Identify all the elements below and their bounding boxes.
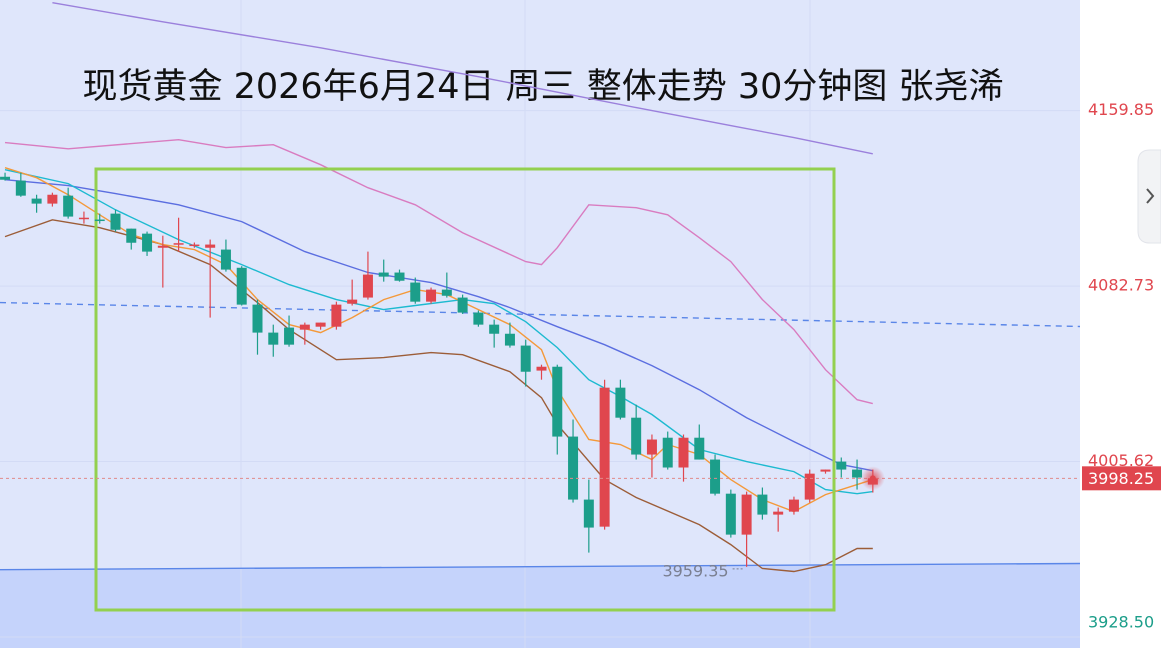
candle-body	[631, 417, 642, 455]
indicator-line	[4, 219, 873, 573]
candle-body	[725, 493, 736, 535]
candle-body	[473, 312, 484, 325]
candle-body	[126, 228, 137, 243]
candle-body	[205, 244, 216, 248]
candle-body	[788, 499, 799, 512]
candle-body	[583, 499, 594, 528]
trend-line	[0, 301, 1081, 328]
indicator-line	[4, 138, 873, 405]
candle-body	[252, 304, 263, 333]
candle-body	[741, 494, 752, 535]
candle-body	[568, 436, 579, 500]
candle-body	[299, 324, 310, 330]
collapse-button[interactable]	[1137, 149, 1161, 244]
last-price-label: 3998.25	[1088, 469, 1154, 488]
candle-body	[599, 387, 610, 527]
candle-body	[47, 194, 58, 204]
last-price-dot	[869, 475, 876, 482]
plot-background	[0, 0, 1080, 648]
candle-body	[457, 297, 468, 313]
candle-body	[852, 469, 863, 478]
candle-body	[315, 322, 326, 327]
candle-body	[142, 233, 153, 252]
candle-body	[804, 473, 815, 500]
candle-body	[236, 267, 247, 305]
indicator-line	[52, 2, 873, 155]
candle-body	[284, 327, 295, 345]
candle-body	[110, 213, 121, 230]
candle-body	[220, 249, 231, 270]
candle-body	[394, 272, 405, 281]
y-tick-label: 4005.62	[1088, 451, 1154, 470]
collapse-button-bg[interactable]	[1137, 149, 1161, 244]
candle-body	[489, 324, 500, 334]
candle-body	[78, 217, 89, 220]
candle-body	[441, 289, 452, 296]
candle-body	[0, 176, 11, 180]
candle-body	[410, 282, 421, 302]
area	[0, 563, 1080, 648]
last-price-badge	[1082, 466, 1161, 491]
y-tick-label: 3928.50	[1088, 613, 1154, 632]
candle-body	[662, 437, 673, 468]
indicator-line	[4, 179, 873, 472]
candle-body	[268, 332, 279, 345]
candle-body	[552, 366, 563, 437]
candle-body	[504, 333, 515, 346]
candle-body	[157, 245, 168, 248]
candle-body	[694, 437, 705, 460]
candle-body	[15, 180, 26, 196]
candle-body	[347, 299, 358, 304]
candle-body	[615, 387, 626, 418]
candle-body	[520, 345, 531, 372]
candle-body	[836, 461, 847, 470]
candle-body	[173, 243, 184, 245]
chevron-icon[interactable]	[1146, 188, 1155, 204]
candle-body	[757, 494, 768, 515]
highlight-box	[94, 167, 836, 612]
candle-body	[773, 511, 784, 515]
candle-body	[331, 304, 342, 327]
candle-body	[536, 366, 547, 371]
candle-body	[378, 272, 389, 277]
candle-body	[678, 437, 689, 468]
candle-body	[31, 198, 42, 204]
candle-body	[426, 289, 437, 302]
candle-body	[362, 274, 373, 298]
chart-title: 现货黄金 2026年6月24日 周三 整体走势 30分钟图 张尧浠	[82, 67, 1003, 107]
candle-body	[94, 219, 105, 222]
candle-body	[710, 459, 721, 494]
candle-body	[646, 439, 657, 455]
candle-body	[820, 469, 831, 472]
candle-body	[189, 244, 200, 247]
indicator-line	[0, 562, 1081, 571]
candle-body	[63, 195, 74, 217]
y-tick-label: 4159.85	[1088, 100, 1154, 119]
y-tick-label: 4082.73	[1088, 276, 1154, 295]
low-label: 3959.35	[662, 561, 728, 580]
price-axis-panel	[1080, 0, 1161, 648]
